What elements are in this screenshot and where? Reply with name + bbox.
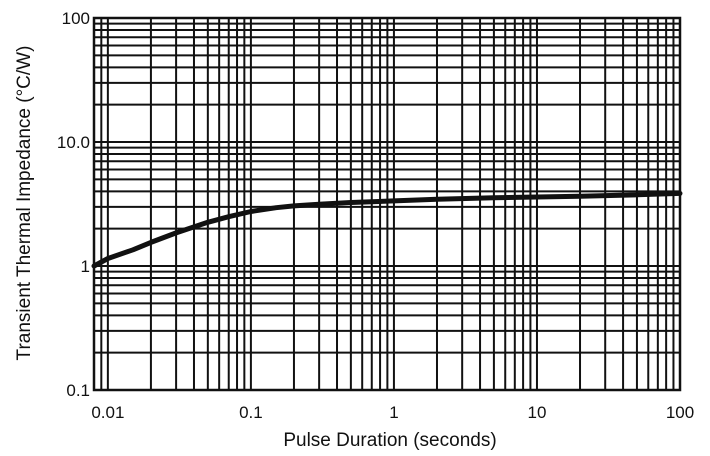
grid-lines xyxy=(94,18,680,390)
series-lines xyxy=(91,190,683,269)
y-axis-title: Transient Thermal Impedance (°C/W) xyxy=(14,46,35,361)
x-tick-label: 10 xyxy=(528,403,547,422)
y-tick-label: 1 xyxy=(81,257,90,276)
y-tick-label: 100 xyxy=(62,9,90,28)
plot-frame xyxy=(92,16,682,392)
x-axis-title: Pulse Duration (seconds) xyxy=(283,430,496,451)
y-tick-label: 10.0 xyxy=(57,133,90,152)
x-tick-label: 1 xyxy=(389,403,398,422)
x-tick-label: 0.1 xyxy=(239,403,263,422)
y-tick-labels: 0.1 1 10.0 100 xyxy=(57,9,90,400)
impedance-curve xyxy=(91,190,683,269)
x-tick-labels: 0.01 0.1 1 10 100 xyxy=(91,403,694,422)
x-tick-label: 0.01 xyxy=(91,403,124,422)
y-tick-label: 0.1 xyxy=(66,381,90,400)
x-tick-label: 100 xyxy=(666,403,694,422)
